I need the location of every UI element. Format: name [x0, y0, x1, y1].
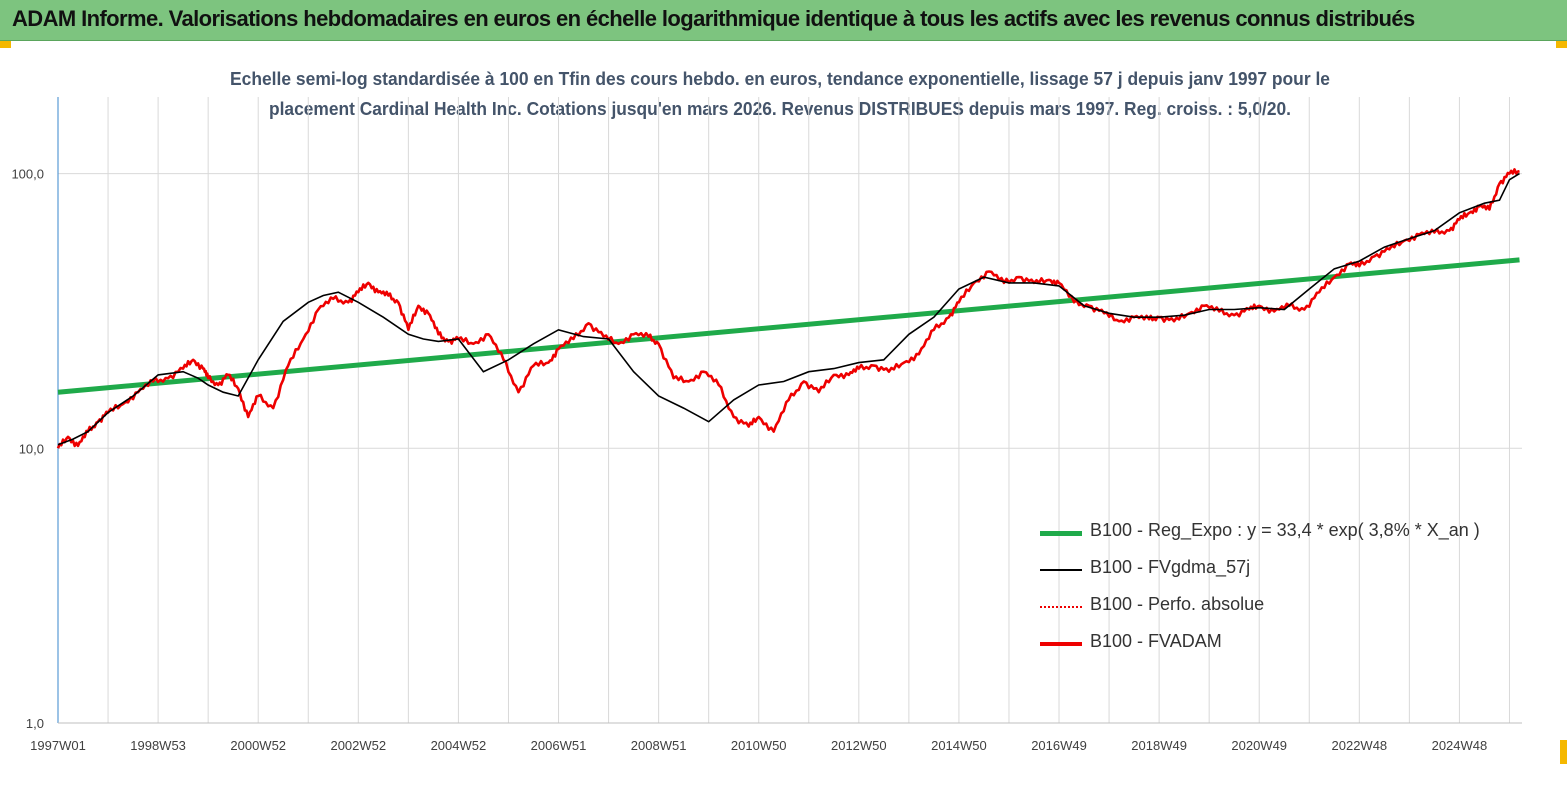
- y-tick-label: 10,0: [19, 441, 44, 456]
- axes: [57, 97, 1522, 724]
- gridlines: [57, 97, 1522, 724]
- x-tick-label: 2024W48: [1432, 738, 1488, 753]
- x-tick-label: 2006W51: [531, 738, 587, 753]
- legend-swatch-perfo: [1040, 606, 1082, 608]
- chart-title-line-2: placement Cardinal Health Inc. Cotations…: [269, 99, 1291, 119]
- series-line-regression: [57, 257, 1520, 395]
- x-tick-label: 1997W01: [30, 738, 86, 753]
- series-lines: [56, 168, 1520, 449]
- legend-item-regression: B100 - Reg_Expo : y = 33,4 * exp( 3,8% *…: [1040, 520, 1530, 557]
- x-tick-label: 2004W52: [431, 738, 487, 753]
- x-tick-label: 2012W50: [831, 738, 887, 753]
- x-tick-label: 1998W53: [130, 738, 186, 753]
- legend: B100 - Reg_Expo : y = 33,4 * exp( 3,8% *…: [1040, 520, 1530, 668]
- legend-swatch-moving-average: [1040, 569, 1082, 571]
- legend-swatch-fvadam: [1040, 642, 1082, 646]
- legend-label-regression: B100 - Reg_Expo : y = 33,4 * exp( 3,8% *…: [1090, 520, 1480, 540]
- corner-marker-bottom-right: [1560, 740, 1567, 764]
- series-line-fvadam: [56, 168, 1520, 449]
- series-line-moving-average: [57, 172, 1520, 446]
- tick-labels: 1,0 10,0 100,0 1997W01 1998W53 2000W52 2002W52…: [11, 167, 1487, 753]
- y-tick-label: 100,0: [11, 167, 44, 182]
- corner-marker-top-left: [0, 41, 11, 48]
- corner-marker-top-right: [1556, 41, 1567, 48]
- legend-item-fvadam: B100 - FVADAM: [1040, 631, 1530, 668]
- header-title: ADAM Informe. Valorisations hebdomadaire…: [12, 6, 1415, 31]
- chart-area: Echelle semi-log standardisée à 100 en T…: [11, 69, 1522, 753]
- legend-item-perfo: B100 - Perfo. absolue: [1040, 594, 1530, 631]
- header-bar: ADAM Informe. Valorisations hebdomadaire…: [0, 0, 1567, 41]
- legend-label-fvadam: B100 - FVADAM: [1090, 631, 1222, 651]
- x-tick-label: 2022W48: [1332, 738, 1388, 753]
- x-tick-label: 2016W49: [1031, 738, 1087, 753]
- x-tick-label: 2020W49: [1231, 738, 1287, 753]
- y-tick-label: 1,0: [26, 716, 44, 731]
- x-tick-label: 2010W50: [731, 738, 787, 753]
- x-tick-label: 2000W52: [230, 738, 286, 753]
- legend-label-perfo: B100 - Perfo. absolue: [1090, 594, 1265, 614]
- x-tick-label: 2014W50: [931, 738, 987, 753]
- x-tick-label: 2018W49: [1131, 738, 1187, 753]
- x-tick-label: 2008W51: [631, 738, 687, 753]
- x-tick-label: 2002W52: [330, 738, 386, 753]
- legend-swatch-regression: [1040, 531, 1082, 536]
- legend-item-moving-average: B100 - FVgdma_57j: [1040, 557, 1530, 594]
- legend-label-moving-average: B100 - FVgdma_57j: [1090, 557, 1251, 577]
- chart-title-line-1: Echelle semi-log standardisée à 100 en T…: [230, 69, 1330, 89]
